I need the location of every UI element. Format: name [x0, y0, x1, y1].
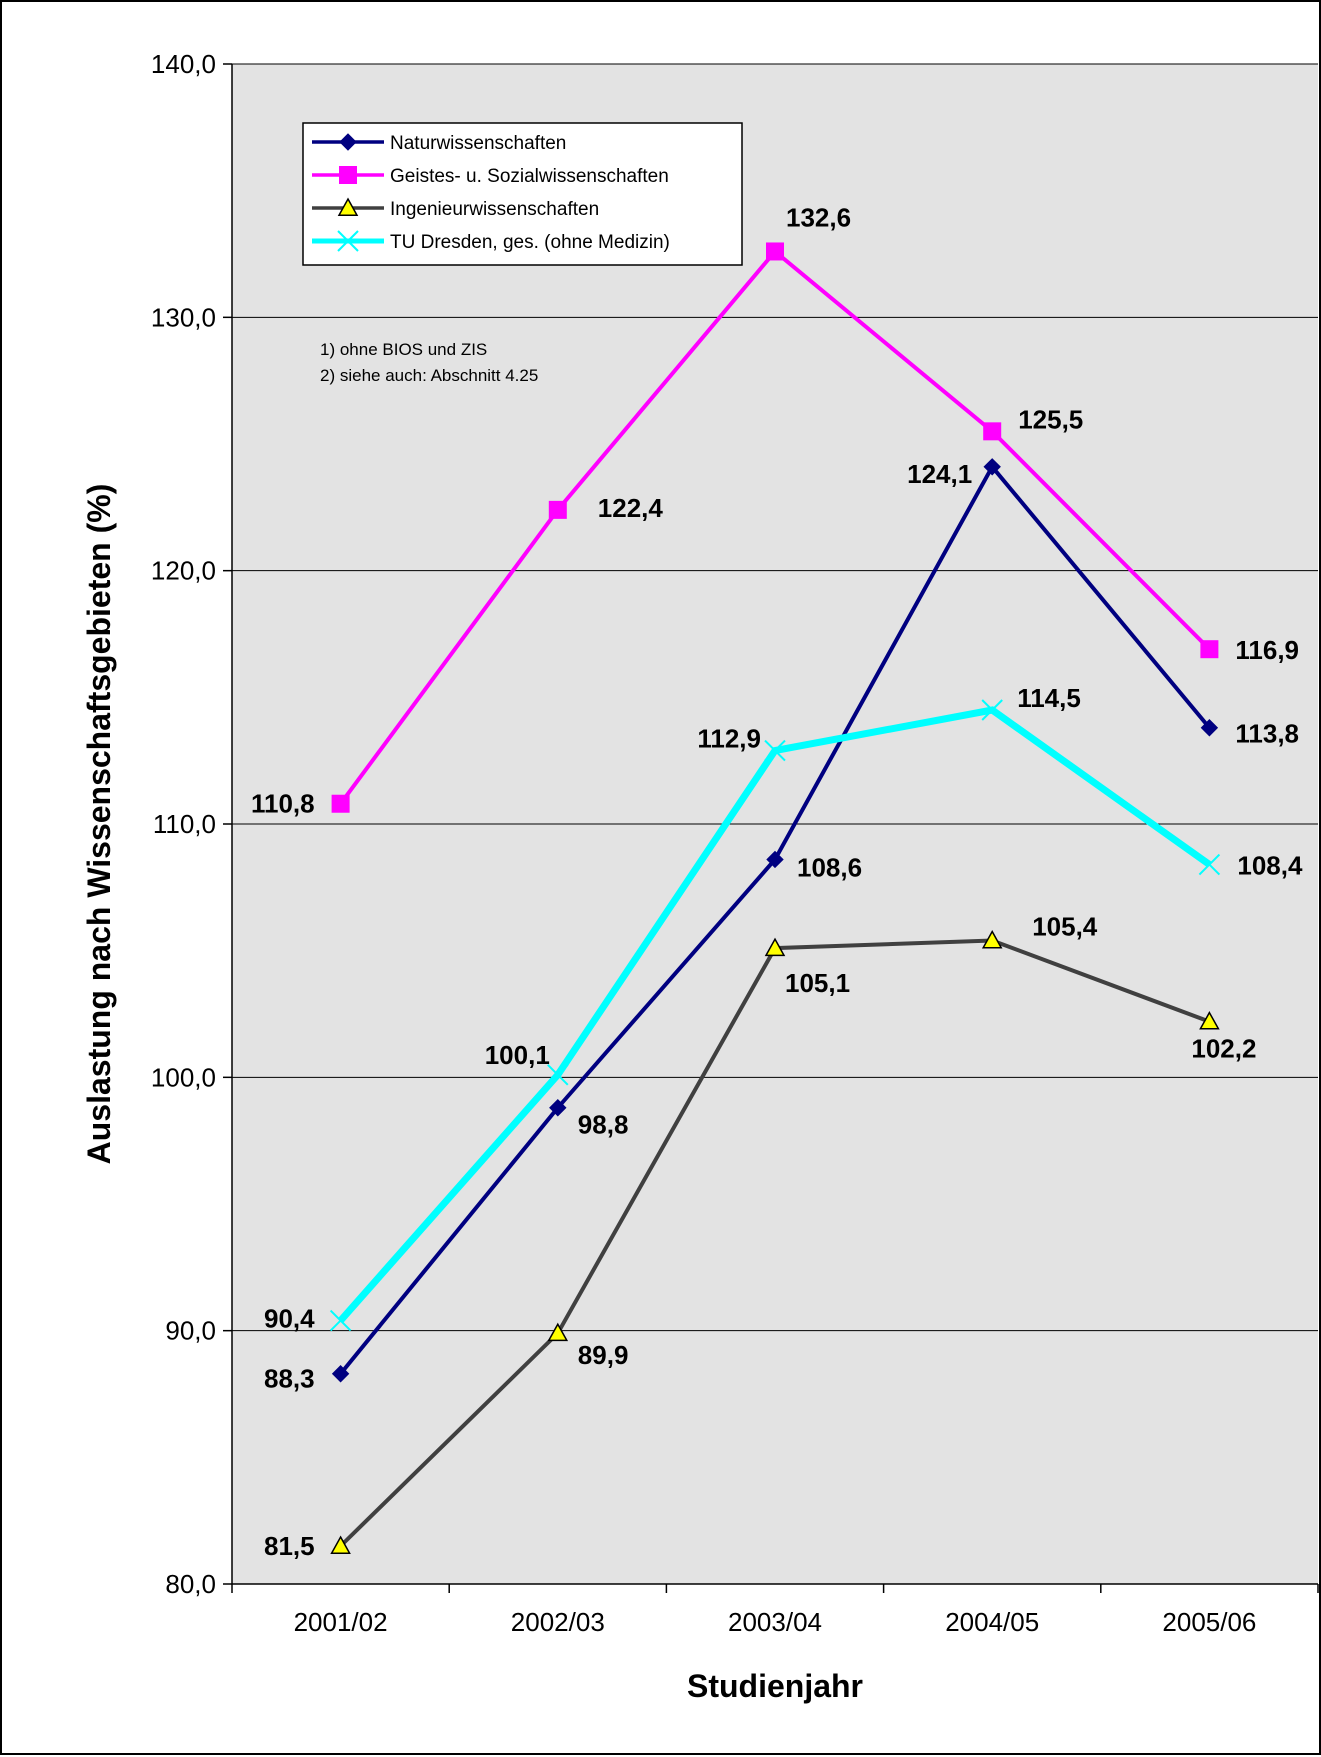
y-tick-label: 140,0 — [151, 49, 216, 79]
data-point-marker — [329, 1309, 352, 1332]
gridlines — [232, 63, 1318, 1332]
y-tick-labels: 80,0 90,0 100,0 110,0 120,0 130,0 140,0 — [151, 49, 216, 1599]
y-tick-label: 120,0 — [151, 556, 216, 586]
x-tick-label: 2001/02 — [294, 1607, 388, 1637]
data-point-marker — [547, 1064, 569, 1086]
x-tick-labels: 2001/02 2002/03 2003/04 2004/05 2005/06 — [294, 1607, 1257, 1637]
annotation-1: 1) ohne BIOS und ZIS — [320, 340, 487, 359]
legend-label: Ingenieurwissenschaften — [390, 199, 599, 220]
data-label: 88,3 — [264, 1364, 315, 1394]
series-diamond — [331, 458, 1219, 1383]
data-label: 100,1 — [485, 1040, 550, 1070]
data-point-marker — [1200, 640, 1219, 659]
data-point-marker — [548, 500, 567, 519]
data-point-marker — [764, 739, 786, 762]
data-point-marker — [1199, 1011, 1220, 1030]
data-point-marker — [549, 1099, 567, 1117]
data-label: 124,1 — [907, 459, 972, 489]
data-label: 105,1 — [785, 968, 850, 998]
legend: Naturwissenschaften Geistes- u. Sozialwis… — [302, 122, 743, 266]
x-tick-label: 2002/03 — [511, 1607, 605, 1637]
y-axis-title: Auslastung nach Wissenschaftsgebieten (%… — [81, 484, 117, 1165]
legend-label: Naturwissenschaften — [390, 133, 566, 154]
y-tick-label: 90,0 — [165, 1316, 216, 1346]
series-square — [331, 242, 1219, 813]
data-point-marker — [766, 242, 784, 261]
data-point-marker — [981, 699, 1003, 721]
x-tick-label: 2003/04 — [728, 1607, 822, 1637]
series-triangle — [330, 929, 1220, 1554]
data-label: 105,4 — [1032, 912, 1098, 942]
legend-swatch-marker — [339, 133, 357, 151]
data-point-marker — [331, 794, 350, 813]
axes — [223, 63, 1319, 1593]
data-label: 89,9 — [578, 1340, 629, 1370]
data-point-marker — [330, 1535, 351, 1554]
legend-swatch-marker — [337, 197, 359, 216]
x-tick-label: 2004/05 — [945, 1607, 1039, 1637]
data-point-marker — [547, 1322, 569, 1342]
data-label: 113,8 — [1235, 719, 1299, 749]
data-label: 90,4 — [264, 1304, 315, 1334]
annotation-2: 2) siehe auch: Abschnitt 4.25 — [320, 366, 538, 385]
data-point-marker — [983, 458, 1001, 476]
legend-label: TU Dresden, ges. (ohne Medizin) — [390, 232, 670, 253]
y-tick-label: 130,0 — [151, 302, 216, 332]
legend-item: Ingenieurwissenschaften — [312, 197, 599, 220]
data-labels: 88,3 98,8 108,6 124,1 113,8 110,8 122,4 132,6 12… — [251, 202, 1303, 1561]
data-label: 116,9 — [1235, 635, 1299, 665]
data-label: 125,5 — [1018, 404, 1083, 434]
data-point-marker — [766, 850, 784, 869]
x-axis-title: Studienjahr — [687, 1668, 863, 1704]
data-label: 110,8 — [251, 789, 315, 819]
data-label: 108,4 — [1237, 851, 1303, 881]
x-tick-label: 2005/06 — [1162, 1607, 1256, 1637]
legend-label: Geistes- u. Sozialwissenschaften — [390, 166, 669, 187]
data-label: 132,6 — [786, 202, 851, 232]
y-tick-label: 100,0 — [151, 1062, 216, 1092]
legend-item: Naturwissenschaften — [312, 133, 566, 154]
data-point-marker — [1198, 853, 1221, 876]
annotations: 1) ohne BIOS und ZIS 2) siehe auch: Absc… — [320, 340, 538, 385]
data-point-marker — [981, 929, 1003, 949]
data-label: 102,2 — [1191, 1034, 1256, 1064]
y-tick-label: 80,0 — [165, 1569, 216, 1599]
legend-swatch-marker — [337, 230, 359, 252]
legend-item: TU Dresden, ges. (ohne Medizin) — [312, 230, 670, 253]
legend-swatch-marker — [339, 166, 357, 184]
data-point-marker — [764, 937, 786, 957]
series-x — [329, 699, 1221, 1332]
series-layer — [329, 242, 1221, 1554]
data-label: 81,5 — [264, 1531, 315, 1561]
legend-item: Geistes- u. Sozialwissenschaften — [312, 166, 669, 187]
data-point-marker — [331, 1365, 350, 1383]
data-label: 114,5 — [1017, 683, 1081, 713]
data-point-marker — [983, 422, 1002, 441]
data-point-marker — [1200, 719, 1219, 737]
data-label: 108,6 — [797, 852, 862, 882]
data-label: 112,9 — [697, 724, 761, 754]
legend-items: Naturwissenschaften Geistes- u. Sozialwis… — [312, 133, 670, 253]
data-label: 122,4 — [598, 493, 664, 523]
data-label: 98,8 — [578, 1110, 629, 1140]
y-tick-label: 110,0 — [153, 809, 216, 839]
